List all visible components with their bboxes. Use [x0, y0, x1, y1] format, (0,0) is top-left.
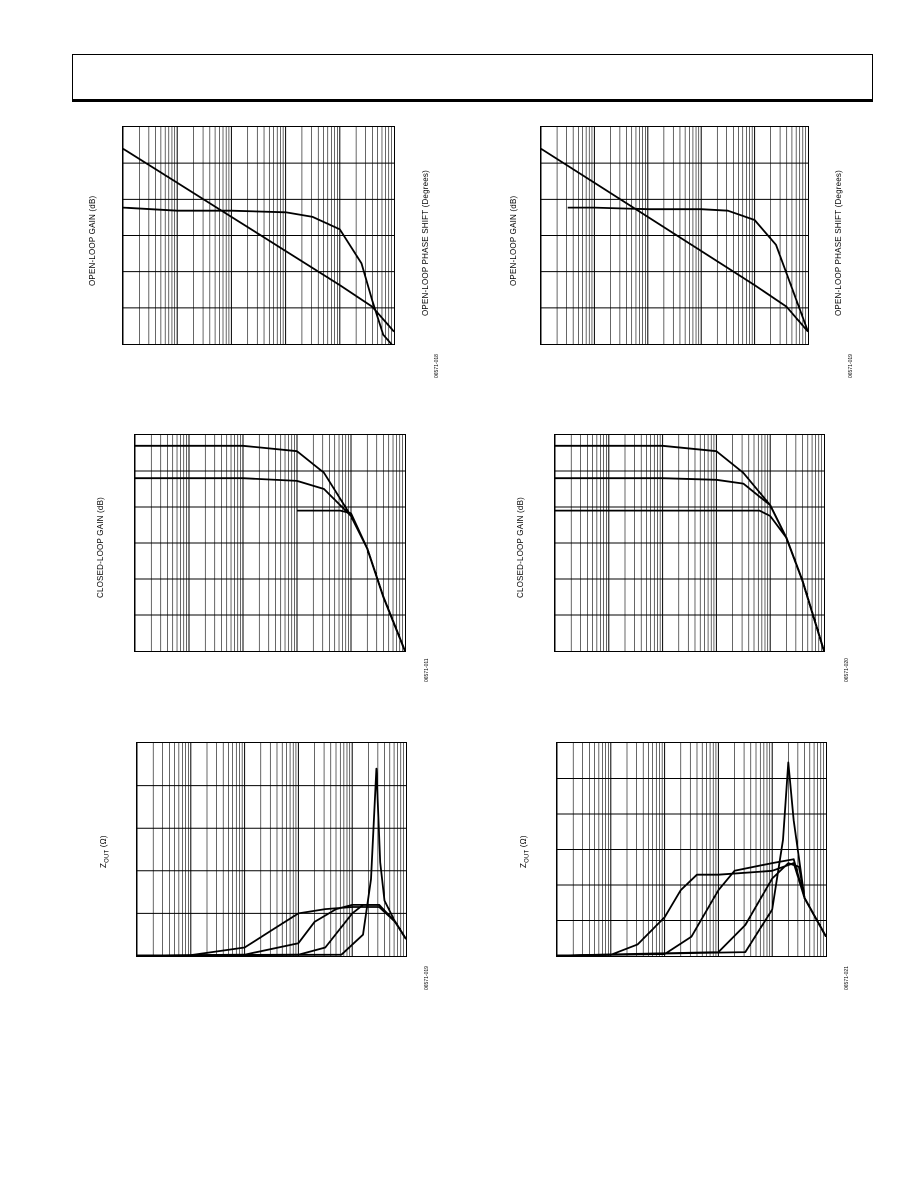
series-line	[297, 509, 405, 651]
series-line	[555, 509, 824, 651]
series-line	[557, 862, 826, 956]
figure-code: 06571-019	[424, 966, 430, 990]
series-line	[555, 477, 824, 651]
series-line	[557, 862, 826, 956]
y-axis-label-main: Z	[519, 862, 528, 868]
series-line	[135, 444, 405, 651]
figure-code: 06571-021	[844, 966, 850, 990]
series-line	[137, 767, 406, 956]
series-line	[567, 206, 808, 332]
y-axis-label-secondary: OPEN-LOOP PHASE SHIFT (Degrees)	[834, 170, 843, 316]
page-header-box	[72, 54, 873, 102]
y-axis-label-sub: OUT	[104, 849, 111, 863]
y-axis-label: OPEN-LOOP GAIN (dB)	[509, 195, 518, 286]
chart-plot-area	[540, 126, 809, 345]
figure-code: 06571-020	[844, 658, 850, 682]
series-line	[123, 147, 394, 333]
figure-code: 06571-011	[424, 658, 430, 682]
figure-code: 06571-018	[434, 354, 440, 378]
chart-svg	[137, 743, 406, 956]
y-axis-label: ZOUT (Ω)	[519, 835, 531, 868]
chart-plot-area	[136, 742, 407, 957]
y-axis-label-unit: (Ω)	[519, 835, 528, 848]
series-line	[557, 858, 826, 956]
chart-svg	[135, 435, 405, 651]
y-axis-label-sub: OUT	[524, 849, 531, 863]
chart-plot-area	[122, 126, 395, 345]
series-line	[135, 477, 405, 651]
y-axis-label: CLOSED-LOOP GAIN (dB)	[96, 497, 105, 598]
figure-code: 06571-019	[848, 354, 854, 378]
series-line	[123, 206, 393, 344]
y-axis-label: ZOUT (Ω)	[99, 835, 111, 868]
chart-svg	[123, 127, 394, 344]
y-axis-label: CLOSED-LOOP GAIN (dB)	[516, 497, 525, 598]
chart-svg	[557, 743, 826, 956]
series-line	[555, 444, 824, 651]
y-axis-label-main: Z	[99, 862, 108, 868]
series-line	[557, 761, 826, 956]
series-line	[541, 147, 808, 333]
chart-plot-area	[134, 434, 406, 652]
chart-plot-area	[556, 742, 827, 957]
chart-svg	[541, 127, 808, 344]
y-axis-label: OPEN-LOOP GAIN (dB)	[88, 195, 97, 286]
y-axis-label-unit: (Ω)	[99, 835, 108, 848]
chart-plot-area	[554, 434, 825, 652]
chart-svg	[555, 435, 824, 651]
y-axis-label-secondary: OPEN-LOOP PHASE SHIFT (Degrees)	[421, 170, 430, 316]
series-line	[137, 903, 406, 956]
